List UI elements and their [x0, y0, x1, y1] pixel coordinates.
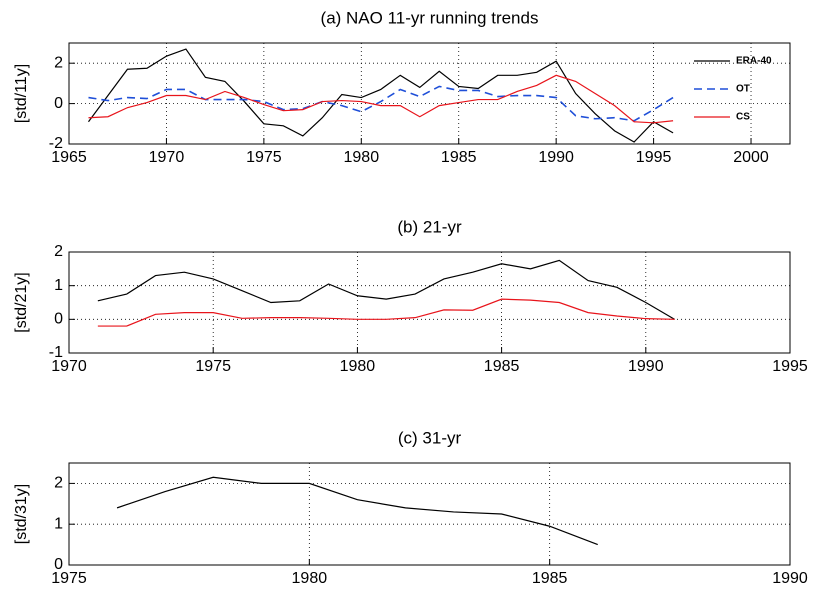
x-tick-label: 1985: [532, 570, 568, 587]
x-tick-label: 1970: [149, 149, 185, 166]
x-tick-label: 1990: [628, 358, 664, 375]
chart-title: (c) 31-yr: [398, 428, 462, 447]
x-tick-label: 1975: [246, 149, 282, 166]
x-tick-label: 1985: [484, 358, 520, 375]
x-tick-label: 2000: [733, 149, 769, 166]
series-line: [97, 259, 675, 320]
y-tick-label: -1: [49, 344, 63, 361]
series-line: [88, 85, 674, 122]
x-tick-label: 1990: [538, 149, 574, 166]
series-line: [88, 74, 674, 124]
y-tick-label: 0: [54, 311, 63, 328]
x-tick-label: 1975: [195, 358, 231, 375]
x-tick-label: 1980: [292, 570, 328, 587]
series-line: [116, 476, 598, 546]
x-tick-label: 1995: [772, 358, 808, 375]
chart-title: (a) NAO 11-yr running trends: [321, 8, 539, 27]
legend-label: ERA-40: [736, 56, 772, 67]
legend-label: OT: [736, 84, 750, 95]
x-tick-label: 1975: [51, 570, 87, 587]
y-tick-label: 2: [54, 54, 63, 71]
y-axis-label: [std/21y]: [13, 272, 30, 332]
y-tick-label: 2: [54, 243, 63, 260]
y-tick-label: 2: [54, 475, 63, 492]
x-tick-label: 1990: [772, 570, 808, 587]
series-line: [88, 48, 674, 143]
y-tick-label: 1: [54, 277, 63, 294]
plot-frame: [68, 42, 791, 145]
y-axis-label: [std/11y]: [13, 64, 30, 123]
plot-frame: [68, 462, 791, 566]
chart-title: (b) 21-yr: [397, 217, 462, 236]
x-tick-label: 1970: [51, 358, 87, 375]
series-line: [97, 298, 675, 327]
x-tick-label: 1980: [344, 149, 380, 166]
plot-frame: [68, 251, 791, 354]
x-tick-label: 1985: [441, 149, 477, 166]
x-tick-label: 1980: [340, 358, 376, 375]
legend-label: CS: [736, 112, 750, 123]
x-tick-label: 1965: [51, 149, 87, 166]
y-tick-label: 0: [54, 556, 63, 573]
y-tick-label: 0: [54, 95, 63, 112]
y-tick-label: -2: [49, 135, 63, 152]
x-tick-label: 1995: [636, 149, 672, 166]
y-axis-label: [std/31y]: [13, 484, 30, 544]
y-tick-label: 1: [54, 515, 63, 532]
